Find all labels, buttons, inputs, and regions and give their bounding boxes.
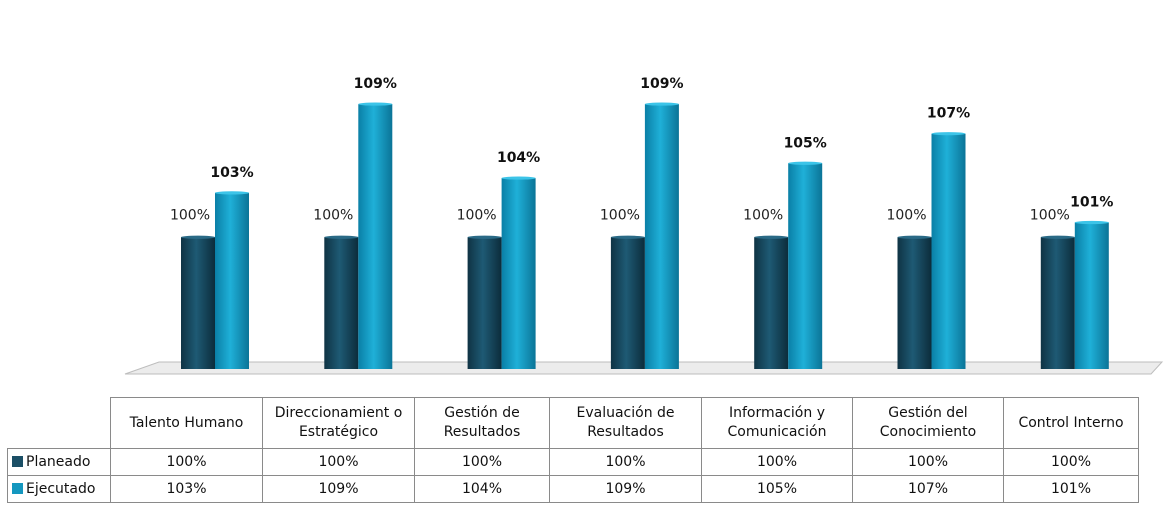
bar-top-ejecutado-3 xyxy=(645,102,679,105)
legend-ejecutado: Ejecutado xyxy=(8,476,111,503)
data-label-ejecutado-2: 104% xyxy=(497,150,540,166)
bar-planeado-5 xyxy=(898,237,932,369)
data-label-ejecutado-0: 103% xyxy=(210,165,253,181)
bar-planeado-6 xyxy=(1041,237,1075,369)
table-category-1: Direccionamient o Estratégico xyxy=(263,398,415,449)
bar-top-planeado-6 xyxy=(1041,236,1075,239)
data-label-ejecutado-3: 109% xyxy=(640,76,683,92)
bar-top-planeado-5 xyxy=(898,236,932,239)
bar-top-planeado-3 xyxy=(611,236,645,239)
bar-ejecutado-4 xyxy=(788,163,822,369)
data-label-ejecutado-5: 107% xyxy=(927,106,970,122)
legend-planeado: Planeado xyxy=(8,449,111,476)
data-label-planeado-2: 100% xyxy=(457,207,497,223)
bar-top-ejecutado-2 xyxy=(502,176,536,179)
table-cell-planeado-5: 100% xyxy=(853,449,1004,476)
bar-top-planeado-1 xyxy=(324,236,358,239)
data-label-planeado-1: 100% xyxy=(313,207,353,223)
bar-top-planeado-2 xyxy=(468,236,502,239)
bar-top-planeado-0 xyxy=(181,236,215,239)
table-row-planeado: Planeado 100% 100% 100% 100% 100% 100% 100% xyxy=(8,449,1139,476)
table-cell-planeado-6: 100% xyxy=(1004,449,1139,476)
bar-top-ejecutado-1 xyxy=(358,102,392,105)
table-category-2: Gestión de Resultados xyxy=(415,398,550,449)
bar-planeado-0 xyxy=(181,237,215,369)
data-label-ejecutado-1: 109% xyxy=(354,76,397,92)
bar-planeado-3 xyxy=(611,237,645,369)
bar-top-ejecutado-6 xyxy=(1075,221,1109,224)
table-cell-planeado-2: 100% xyxy=(415,449,550,476)
table-cell-planeado-0: 100% xyxy=(111,449,263,476)
data-label-planeado-6: 100% xyxy=(1030,207,1070,223)
data-label-ejecutado-4: 105% xyxy=(784,135,827,151)
table-cell-ejecutado-1: 109% xyxy=(263,476,415,503)
table-cell-planeado-4: 100% xyxy=(702,449,853,476)
table-cell-ejecutado-6: 101% xyxy=(1004,476,1139,503)
bar-ejecutado-6 xyxy=(1075,222,1109,369)
bar-ejecutado-5 xyxy=(932,134,966,369)
bar-top-ejecutado-5 xyxy=(932,132,966,135)
bar-ejecutado-0 xyxy=(215,193,249,369)
table-cell-planeado-1: 100% xyxy=(263,449,415,476)
table-cell-ejecutado-0: 103% xyxy=(111,476,263,503)
data-label-planeado-3: 100% xyxy=(600,207,640,223)
table-header-row: Talento Humano Direccionamient o Estratégi… xyxy=(8,398,1139,449)
bar-ejecutado-2 xyxy=(502,178,536,369)
bar-top-planeado-4 xyxy=(754,236,788,239)
data-label-planeado-0: 100% xyxy=(170,207,210,223)
data-table: Talento Humano Direccionamient o Estratégi… xyxy=(7,397,1139,503)
bar-planeado-4 xyxy=(754,237,788,369)
bar-planeado-2 xyxy=(468,237,502,369)
bar-top-ejecutado-0 xyxy=(215,191,249,194)
legend-swatch-ejecutado xyxy=(12,483,23,494)
data-label-planeado-5: 100% xyxy=(886,207,926,223)
bar-ejecutado-3 xyxy=(645,104,679,369)
table-category-3: Evaluación de Resultados xyxy=(550,398,702,449)
table-cell-planeado-3: 100% xyxy=(550,449,702,476)
bar-top-ejecutado-4 xyxy=(788,162,822,165)
bar-planeado-1 xyxy=(324,237,358,369)
table-cell-ejecutado-5: 107% xyxy=(853,476,1004,503)
data-label-ejecutado-6: 101% xyxy=(1070,194,1113,210)
legend-label-planeado: Planeado xyxy=(26,454,90,470)
table-cell-ejecutado-3: 109% xyxy=(550,476,702,503)
table-category-4: Información y Comunicación xyxy=(702,398,853,449)
table-category-6: Control Interno xyxy=(1004,398,1139,449)
data-label-planeado-4: 100% xyxy=(743,207,783,223)
table-category-0: Talento Humano xyxy=(111,398,263,449)
table-cell-ejecutado-2: 104% xyxy=(415,476,550,503)
legend-swatch-planeado xyxy=(12,456,23,467)
bar-ejecutado-1 xyxy=(358,104,392,369)
legend-label-ejecutado: Ejecutado xyxy=(26,481,95,497)
table-category-5: Gestión del Conocimiento xyxy=(853,398,1004,449)
bar-chart: 100% 103% 100% 109% 100% 104% 100% 109% 100% 105%… xyxy=(0,0,1167,395)
table-corner xyxy=(8,398,111,449)
table-row-ejecutado: Ejecutado 103% 109% 104% 109% 105% 107% 101% xyxy=(8,476,1139,503)
table-cell-ejecutado-4: 105% xyxy=(702,476,853,503)
